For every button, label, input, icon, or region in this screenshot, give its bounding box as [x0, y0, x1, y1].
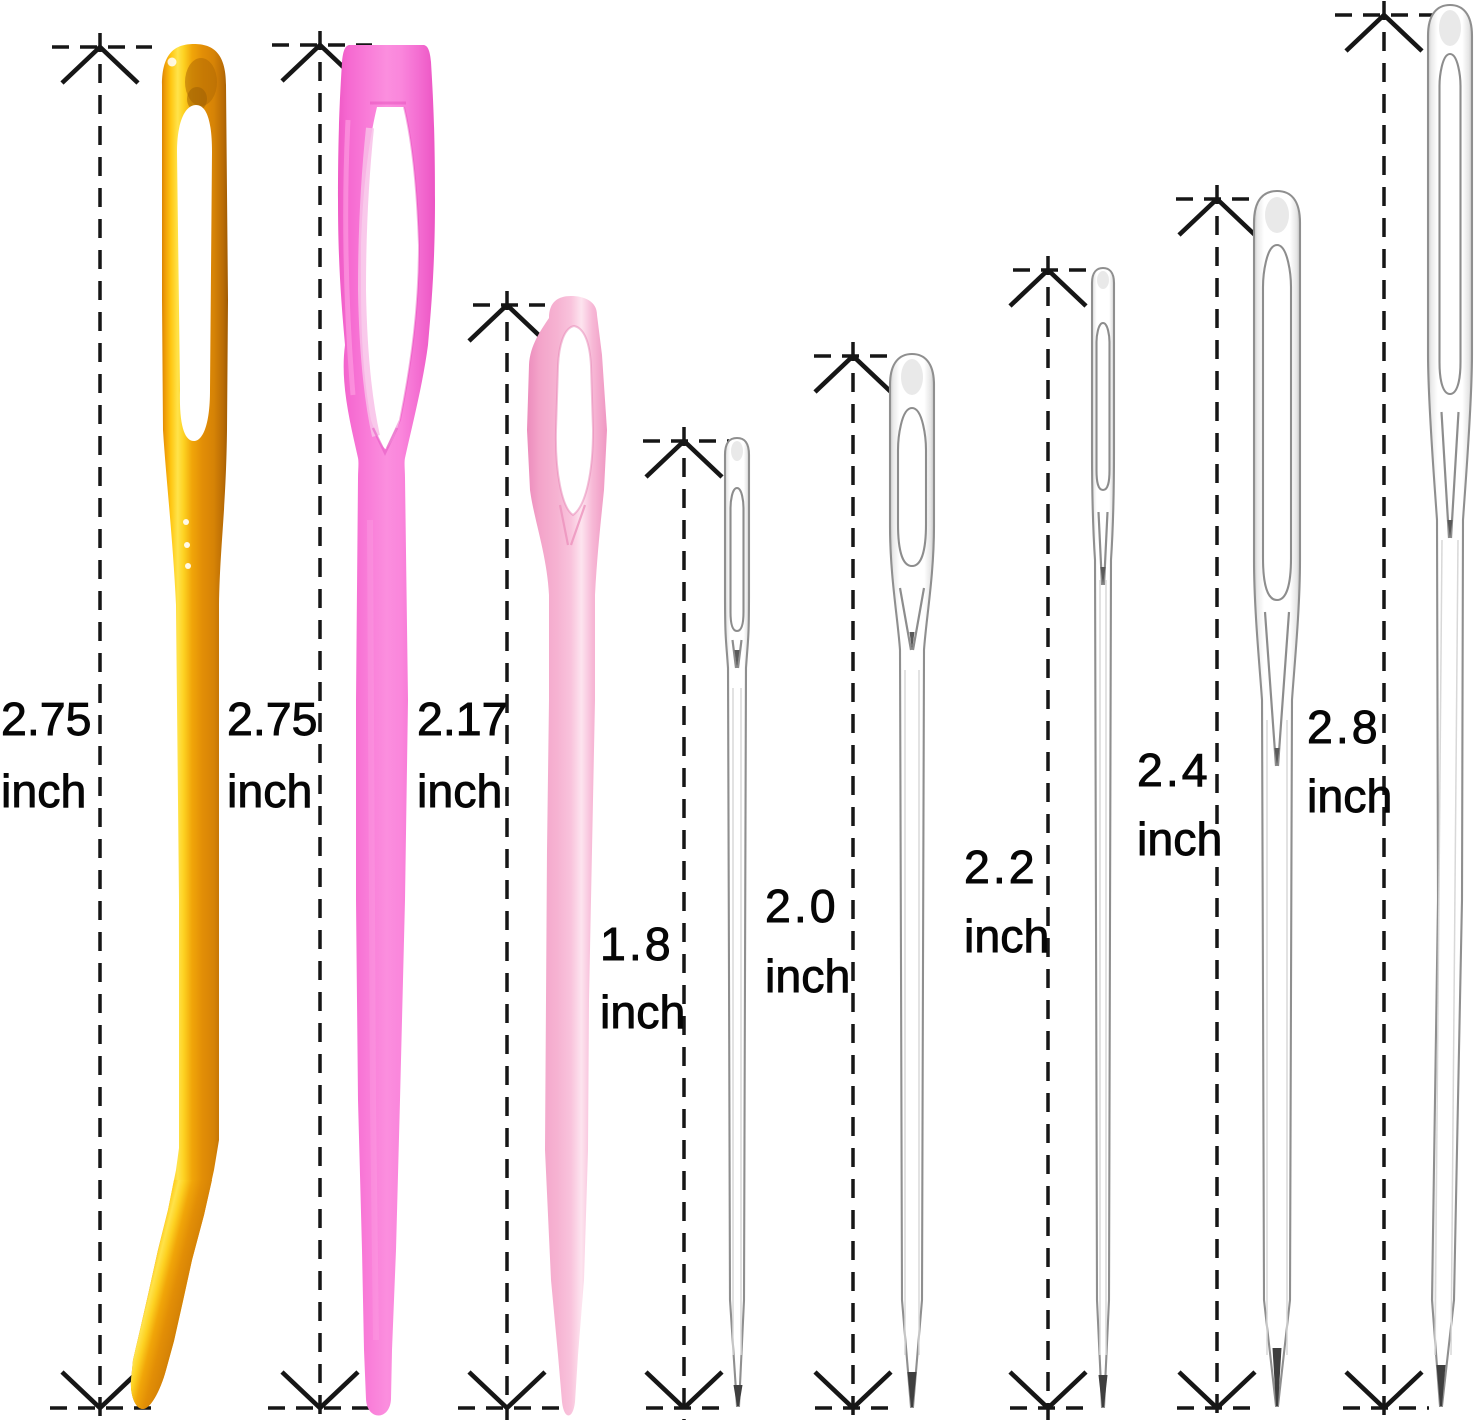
svg-text:inch: inch: [1, 765, 86, 817]
svg-text:1.8: 1.8: [600, 918, 674, 970]
svg-text:2.75: 2.75: [227, 693, 318, 745]
svg-text:2.4: 2.4: [1137, 744, 1211, 796]
svg-text:2.2: 2.2: [964, 841, 1038, 893]
svg-text:inch: inch: [1137, 813, 1222, 865]
svg-text:inch: inch: [964, 910, 1049, 962]
svg-text:inch: inch: [1307, 770, 1392, 822]
svg-text:inch: inch: [417, 765, 502, 817]
svg-text:2.75: 2.75: [1, 693, 92, 745]
svg-text:2.8: 2.8: [1307, 701, 1381, 753]
svg-text:inch: inch: [600, 986, 685, 1038]
svg-text:inch: inch: [227, 765, 312, 817]
svg-text:inch: inch: [765, 950, 850, 1002]
svg-text:2.17: 2.17: [417, 693, 508, 745]
svg-text:2.0: 2.0: [765, 880, 839, 932]
